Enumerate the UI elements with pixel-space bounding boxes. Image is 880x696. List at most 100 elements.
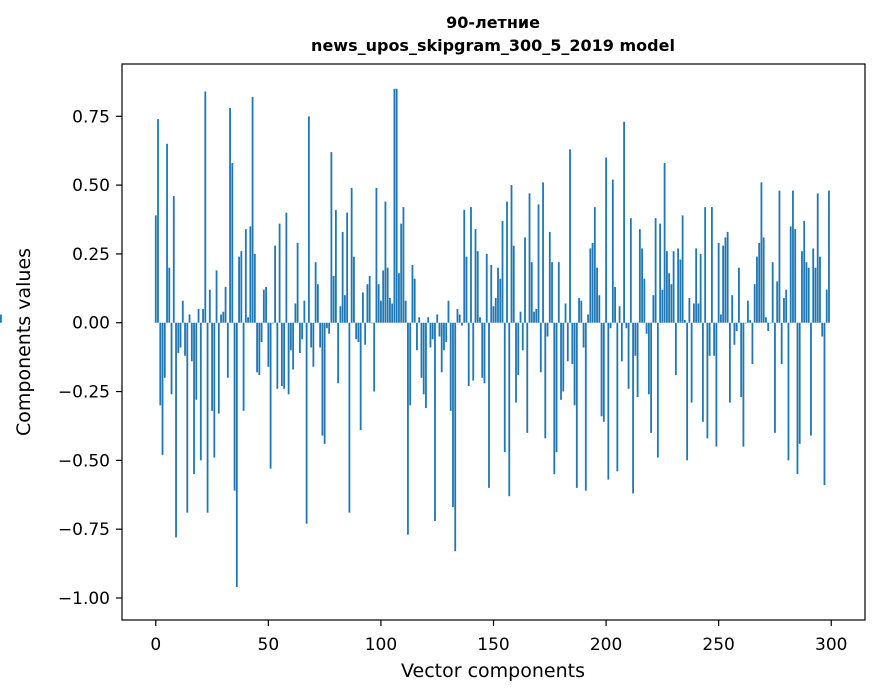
y-tick-label: 0.00 [72,314,110,334]
bar-294 [816,193,819,323]
bar-178 [555,322,558,453]
bar-63 [296,242,299,323]
bar-36 [235,322,238,587]
bar-17 [193,322,195,475]
bar-32 [226,322,229,378]
bar-86 [348,322,351,513]
bar-127 [440,322,443,373]
bar-229 [670,284,673,323]
bar-60 [289,322,292,351]
bar-103 [386,267,389,323]
bar-93 [364,322,367,345]
bar-105 [391,303,394,323]
bar-158 [510,185,513,323]
bar-181 [562,322,565,392]
bar-78 [330,152,333,323]
bar-66 [303,300,306,323]
bar-285 [796,322,799,475]
bar-20 [199,322,202,461]
bar-98 [375,187,378,323]
bar-255 [729,322,731,403]
bar-28 [217,322,220,414]
bar-239 [692,303,695,323]
bar-201 [607,322,610,480]
bar-138 [465,256,468,323]
bar-137 [463,209,466,323]
bar-185 [571,322,574,365]
x-tick-label: 300 [815,635,847,655]
bar-284 [794,229,797,323]
x-axis-ticks: 0 50 100 150 200 250 300 [150,620,847,655]
bar-143 [476,251,479,323]
bar-15 [188,314,191,323]
x-tick-label: 250 [702,635,734,655]
bar-61 [292,322,295,370]
bar-122 [429,322,432,348]
bar-132 [452,322,454,508]
bar-124 [434,322,436,521]
bar-71 [314,262,317,323]
bar-13 [184,322,186,356]
bar-283 [792,190,794,323]
bar-282 [789,226,792,323]
bar-129 [445,322,448,342]
bar-198 [600,322,603,417]
bar-87 [350,187,353,323]
bar-233 [679,259,682,323]
bar-140 [470,207,472,323]
bar-193 [589,248,592,323]
chart-title-line-2: news_upos_skipgram_300_5_2019 model [311,36,675,55]
bar-267 [756,256,758,323]
bar-293 [814,267,817,323]
bar-106 [393,88,396,323]
bar-134 [456,308,459,323]
bar-11 [179,322,182,348]
bar-45 [256,322,258,373]
bar-117 [418,317,421,323]
bar-141 [472,322,475,381]
bar-16 [190,322,193,362]
bar-207 [620,322,623,362]
y-axis-label: Components values [13,248,35,436]
bar-101 [382,270,385,323]
bar-5 [166,143,168,323]
bar-264 [749,319,752,323]
bar-210 [627,322,630,389]
bar-113 [409,322,412,406]
bar-270 [762,237,765,323]
bar-52 [271,322,274,324]
bar-245 [706,322,709,439]
bar-44 [253,253,256,323]
bar-79 [332,275,335,323]
bar-4 [163,322,166,378]
bar-148 [488,322,490,488]
bar-192 [587,314,589,323]
bar-76 [325,322,328,329]
bar-276 [776,281,779,323]
bar-68 [307,116,310,323]
y-tick-label: 0.25 [72,245,110,265]
bar-189 [580,300,583,323]
bar-200 [605,157,607,323]
x-tick-label: 150 [477,635,509,655]
bar-184 [569,149,571,323]
bar-165 [526,322,529,433]
bar-266 [753,284,756,323]
bar-288 [803,220,806,323]
plot-frame [121,63,866,621]
bar-253 [724,237,727,323]
x-tick-label: 50 [258,635,280,655]
bar-208 [623,121,625,323]
bar-70 [312,322,315,367]
bar-268 [758,242,761,323]
bar-116 [416,322,418,351]
bar-123 [431,322,434,340]
bar-144 [479,317,481,323]
bar-212 [632,322,634,494]
bar-179 [557,262,560,323]
bar-22 [204,91,207,323]
bar-281 [787,322,790,461]
bar-211 [629,218,632,323]
bar-199 [602,322,605,422]
